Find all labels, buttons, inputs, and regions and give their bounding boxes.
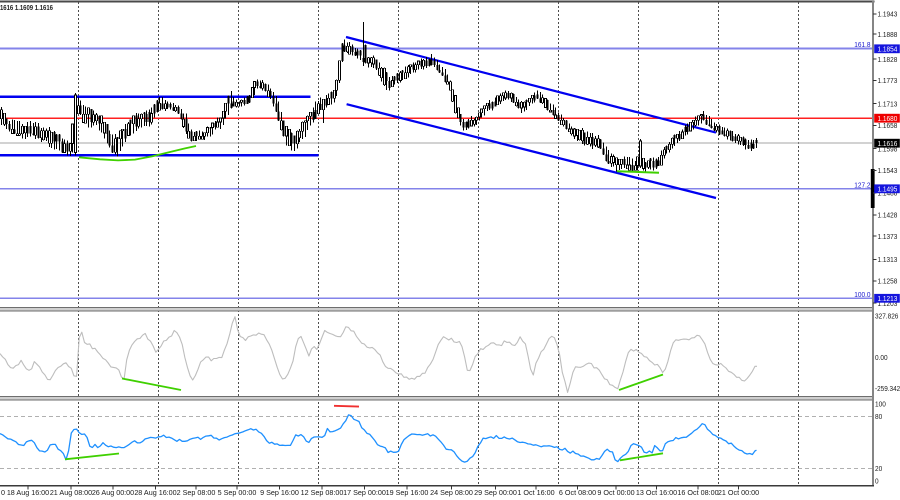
svg-text:1.1313: 1.1313 <box>878 255 898 264</box>
svg-text:1.1616: 1.1616 <box>878 139 898 148</box>
svg-text:0: 0 <box>1 488 5 497</box>
svg-text:100.0: 100.0 <box>854 290 870 299</box>
svg-text:1.1598: 1.1598 <box>878 144 898 153</box>
svg-text:-259.342: -259.342 <box>875 384 900 393</box>
svg-text:9 Oct 00:00: 9 Oct 00:00 <box>597 488 634 497</box>
svg-text:16 Oct 08:00: 16 Oct 08:00 <box>677 488 718 497</box>
svg-text:1.1943: 1.1943 <box>878 10 898 19</box>
svg-text:1.1680: 1.1680 <box>878 114 898 123</box>
svg-text:1.1373: 1.1373 <box>878 232 898 241</box>
svg-text:24 Sep 08:00: 24 Sep 08:00 <box>430 488 473 497</box>
svg-text:1.1854: 1.1854 <box>878 45 898 54</box>
svg-text:13 Oct 16:00: 13 Oct 16:00 <box>636 488 677 497</box>
svg-text:28 Aug 16:00: 28 Aug 16:00 <box>134 488 176 497</box>
svg-text:1.1543: 1.1543 <box>878 166 898 175</box>
svg-text:0.00: 0.00 <box>875 353 888 362</box>
svg-text:1.1828: 1.1828 <box>878 55 898 64</box>
svg-text:5 Sep 00:00: 5 Sep 00:00 <box>218 488 257 497</box>
svg-text:21 Aug 08:00: 21 Aug 08:00 <box>50 488 92 497</box>
svg-text:6 Oct 08:00: 6 Oct 08:00 <box>559 488 596 497</box>
svg-text:29 Sep 00:00: 29 Sep 00:00 <box>474 488 517 497</box>
svg-text:1 Oct 16:00: 1 Oct 16:00 <box>517 488 554 497</box>
svg-text:1.1773: 1.1773 <box>878 76 898 85</box>
svg-text:21 Oct 00:00: 21 Oct 00:00 <box>718 488 759 497</box>
svg-text:100: 100 <box>875 399 886 408</box>
svg-text:18 Aug 16:00: 18 Aug 16:00 <box>7 488 49 497</box>
svg-text:1.1495: 1.1495 <box>878 185 898 194</box>
svg-text:80: 80 <box>875 412 882 421</box>
svg-text:1.1428: 1.1428 <box>878 211 898 220</box>
svg-text:9 Sep 16:00: 9 Sep 16:00 <box>260 488 299 497</box>
svg-text:1.1258: 1.1258 <box>878 277 898 286</box>
svg-text:1.1213: 1.1213 <box>878 294 898 303</box>
svg-text:161.8: 161.8 <box>854 40 870 49</box>
svg-text:127.2: 127.2 <box>854 180 870 189</box>
svg-text:19 Sep 16:00: 19 Sep 16:00 <box>386 488 429 497</box>
svg-text:1.1658: 1.1658 <box>878 121 898 130</box>
svg-text:17 Sep 00:00: 17 Sep 00:00 <box>343 488 386 497</box>
svg-text:1.1616 1.1609 1.1616: 1.1616 1.1609 1.1616 <box>0 3 53 12</box>
svg-text:0: 0 <box>875 477 879 486</box>
svg-text:1.1203: 1.1203 <box>878 299 898 308</box>
svg-text:20: 20 <box>875 464 882 473</box>
svg-text:26 Aug 00:00: 26 Aug 00:00 <box>92 488 134 497</box>
svg-text:1.1888: 1.1888 <box>878 30 898 39</box>
svg-text:1.1713: 1.1713 <box>878 99 898 108</box>
svg-text:2 Sep 08:00: 2 Sep 08:00 <box>177 488 216 497</box>
svg-text:327.826: 327.826 <box>875 312 898 321</box>
svg-text:12 Sep 08:00: 12 Sep 08:00 <box>301 488 344 497</box>
